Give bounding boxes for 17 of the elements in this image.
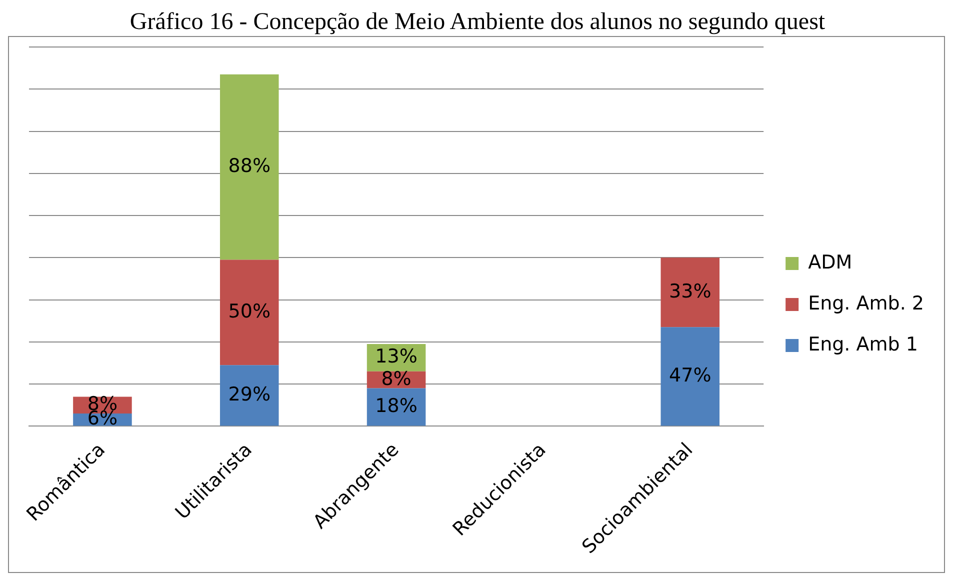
data-label: 13% [375,346,418,368]
data-label: 50% [228,300,270,322]
data-label: 18% [375,394,418,417]
bar [220,365,279,426]
data-label: 88% [228,155,270,178]
data-label: 29% [228,383,270,406]
bar [220,74,279,260]
bar [660,327,720,426]
legend-label: ADM [808,251,852,274]
chart-title: Gráfico 16 - Concepção de Meio Ambiente dos alunos no segundo quest [128,8,826,36]
data-label: 47% [669,364,712,386]
data-label: 8% [381,368,412,390]
data-label: 33% [669,280,712,302]
legend-label: Eng. Amb 1 [808,333,918,356]
bar [660,258,720,328]
bar [220,260,279,366]
legend-label: Eng. Amb. 2 [808,292,924,314]
